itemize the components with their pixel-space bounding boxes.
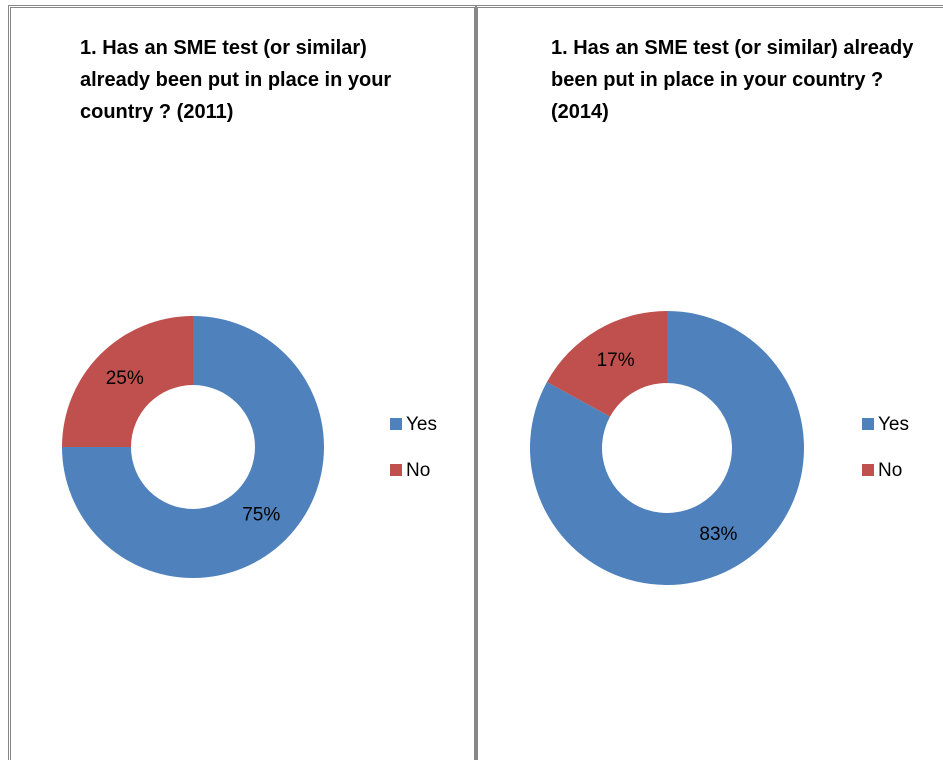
donut-slice (62, 316, 324, 578)
legend-swatch (862, 418, 874, 430)
legend-label: Yes (406, 414, 437, 435)
chart-title: 1. Has an SME test (or similar) already … (80, 37, 392, 123)
donut-slice (546, 311, 667, 417)
legend-swatch (390, 418, 402, 430)
data-label: 83% (699, 524, 737, 545)
donut-slice (62, 316, 193, 447)
legend-label: Yes (878, 414, 909, 435)
data-label: 17% (597, 350, 635, 371)
panel (475, 5, 943, 760)
chart-title: 1. Has an SME test (or similar) already … (551, 37, 914, 123)
donut-slice (530, 311, 805, 586)
data-label: 75% (242, 504, 280, 525)
legend-swatch (390, 464, 402, 476)
legend-swatch (862, 464, 874, 476)
data-label: 25% (106, 368, 144, 389)
legend-label: No (878, 460, 902, 481)
legend-label: No (406, 460, 430, 481)
